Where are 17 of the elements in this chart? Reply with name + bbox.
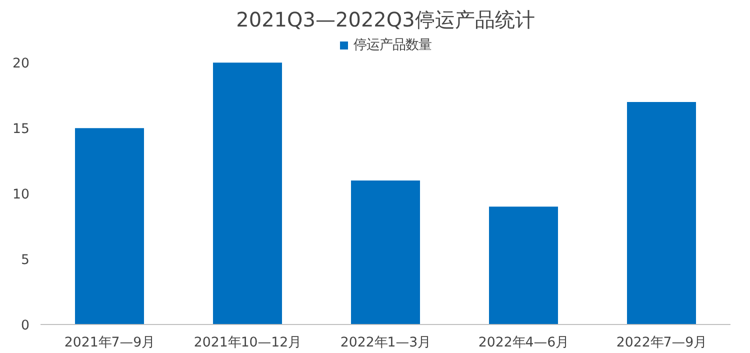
y-tick-label: 20 bbox=[12, 56, 30, 72]
x-tick-label: 2022年4—6月 bbox=[478, 336, 569, 350]
y-tick-label: 0 bbox=[21, 318, 30, 334]
y-tick-label: 10 bbox=[12, 188, 30, 203]
bar bbox=[75, 128, 144, 324]
y-tick-label: 15 bbox=[12, 122, 30, 138]
y-tick-label: 5 bbox=[21, 253, 30, 268]
bar bbox=[627, 102, 696, 324]
bar bbox=[213, 62, 282, 324]
x-tick-label: 2021年10—12月 bbox=[194, 336, 302, 350]
x-tick-label: 2022年1—3月 bbox=[340, 336, 431, 350]
x-tick-label: 2022年7—9月 bbox=[616, 336, 707, 350]
legend-label: 停运产品数量 bbox=[354, 36, 432, 54]
chart-title: 2021Q3—2022Q3停运产品统计 bbox=[236, 8, 535, 32]
bar bbox=[351, 180, 420, 324]
x-tick-label: 2021年7—9月 bbox=[64, 336, 155, 350]
bar bbox=[489, 206, 558, 324]
